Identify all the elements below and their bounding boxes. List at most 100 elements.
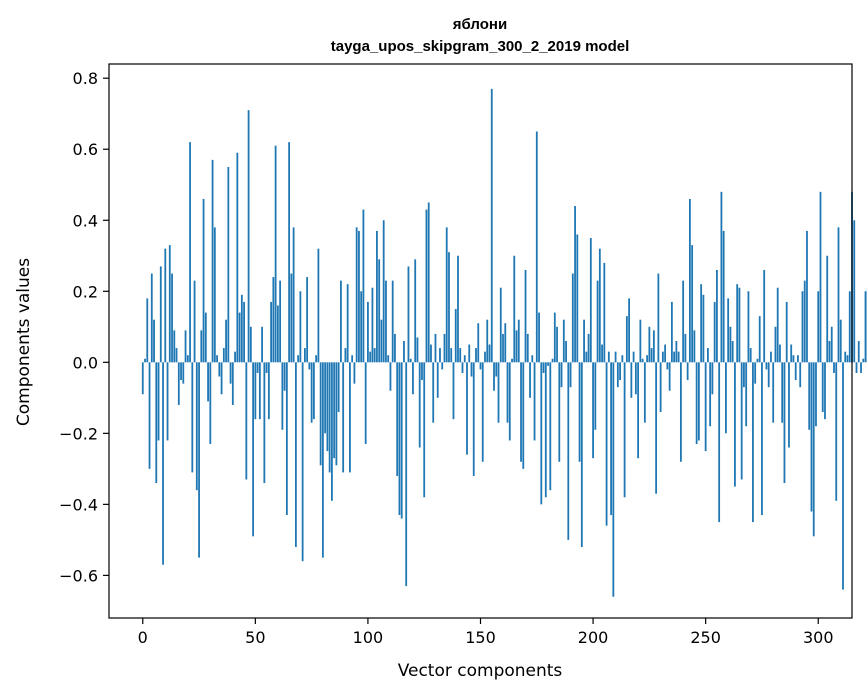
bar <box>540 362 543 505</box>
bar <box>619 362 621 381</box>
bar <box>279 280 282 363</box>
bar <box>418 362 421 448</box>
bar <box>364 362 367 444</box>
bar <box>785 301 788 363</box>
bar <box>328 362 331 473</box>
bar <box>288 142 291 363</box>
bar <box>763 269 766 363</box>
bar <box>655 362 658 494</box>
bar <box>788 362 790 448</box>
bar <box>218 362 221 377</box>
bar <box>648 326 651 363</box>
bar <box>182 362 185 384</box>
bar <box>436 362 439 398</box>
bar <box>299 291 302 363</box>
bar <box>716 269 718 363</box>
bar <box>247 110 250 363</box>
bar <box>421 362 423 381</box>
bar <box>427 202 430 363</box>
bar <box>560 362 563 388</box>
bar <box>587 333 590 363</box>
bar <box>234 351 236 363</box>
bar <box>815 362 817 427</box>
bar <box>783 362 786 484</box>
bar <box>630 362 633 398</box>
bar <box>844 351 847 363</box>
bar <box>382 220 385 363</box>
bar <box>860 362 862 373</box>
bar <box>297 355 300 363</box>
bar <box>159 266 162 363</box>
bar <box>497 362 500 423</box>
bar <box>646 355 649 363</box>
bar <box>634 362 637 395</box>
bar <box>200 330 203 363</box>
bar <box>664 344 667 363</box>
bar <box>243 301 245 363</box>
bar <box>529 362 531 398</box>
bar <box>605 362 608 526</box>
bar <box>718 362 721 523</box>
bar <box>821 362 824 413</box>
bar <box>333 362 336 459</box>
bar <box>391 280 394 363</box>
bar <box>412 362 414 395</box>
bar <box>707 348 709 363</box>
bar <box>189 142 191 363</box>
bar <box>740 362 743 480</box>
bar <box>565 341 567 363</box>
bar <box>168 245 171 363</box>
bar <box>580 362 583 547</box>
bar <box>571 273 574 363</box>
bar <box>331 362 333 501</box>
bar <box>204 312 207 363</box>
bar <box>430 344 432 363</box>
bar <box>542 362 545 373</box>
bar <box>335 362 338 466</box>
bar <box>517 319 520 363</box>
bar <box>657 273 660 363</box>
bar <box>389 362 392 391</box>
bar <box>486 319 489 363</box>
bar <box>589 238 592 363</box>
bar <box>310 362 313 423</box>
bar <box>857 341 860 363</box>
bar <box>839 319 842 363</box>
bar <box>693 330 696 363</box>
bar <box>803 280 806 363</box>
bar <box>659 362 662 413</box>
bar <box>171 273 173 363</box>
bar <box>502 333 504 363</box>
bar <box>830 326 833 363</box>
bar <box>720 191 723 363</box>
bar <box>308 362 311 370</box>
bar <box>290 273 293 363</box>
bar <box>806 230 808 363</box>
bar <box>639 319 642 363</box>
chart-title-line2: tayga_upos_skipgram_300_2_2019 model <box>331 38 630 55</box>
y-tick-label: −0.2 <box>59 424 98 443</box>
bar <box>535 131 538 363</box>
bar <box>321 362 324 558</box>
bar <box>439 348 441 363</box>
bar <box>454 309 457 363</box>
bar <box>607 351 610 363</box>
plot-frame <box>108 63 853 619</box>
bar <box>488 344 491 363</box>
bar <box>409 358 412 363</box>
bar <box>434 333 437 363</box>
bar <box>765 362 768 370</box>
bar <box>450 348 453 363</box>
bar <box>506 362 509 423</box>
bar <box>797 355 799 363</box>
bar <box>709 362 712 427</box>
bar <box>479 362 482 370</box>
bar <box>344 348 347 363</box>
bar <box>677 351 680 363</box>
bar <box>166 362 169 441</box>
bar <box>551 358 554 363</box>
bar <box>222 348 225 363</box>
bar <box>686 362 689 381</box>
bar <box>371 287 374 363</box>
bar <box>249 326 252 363</box>
